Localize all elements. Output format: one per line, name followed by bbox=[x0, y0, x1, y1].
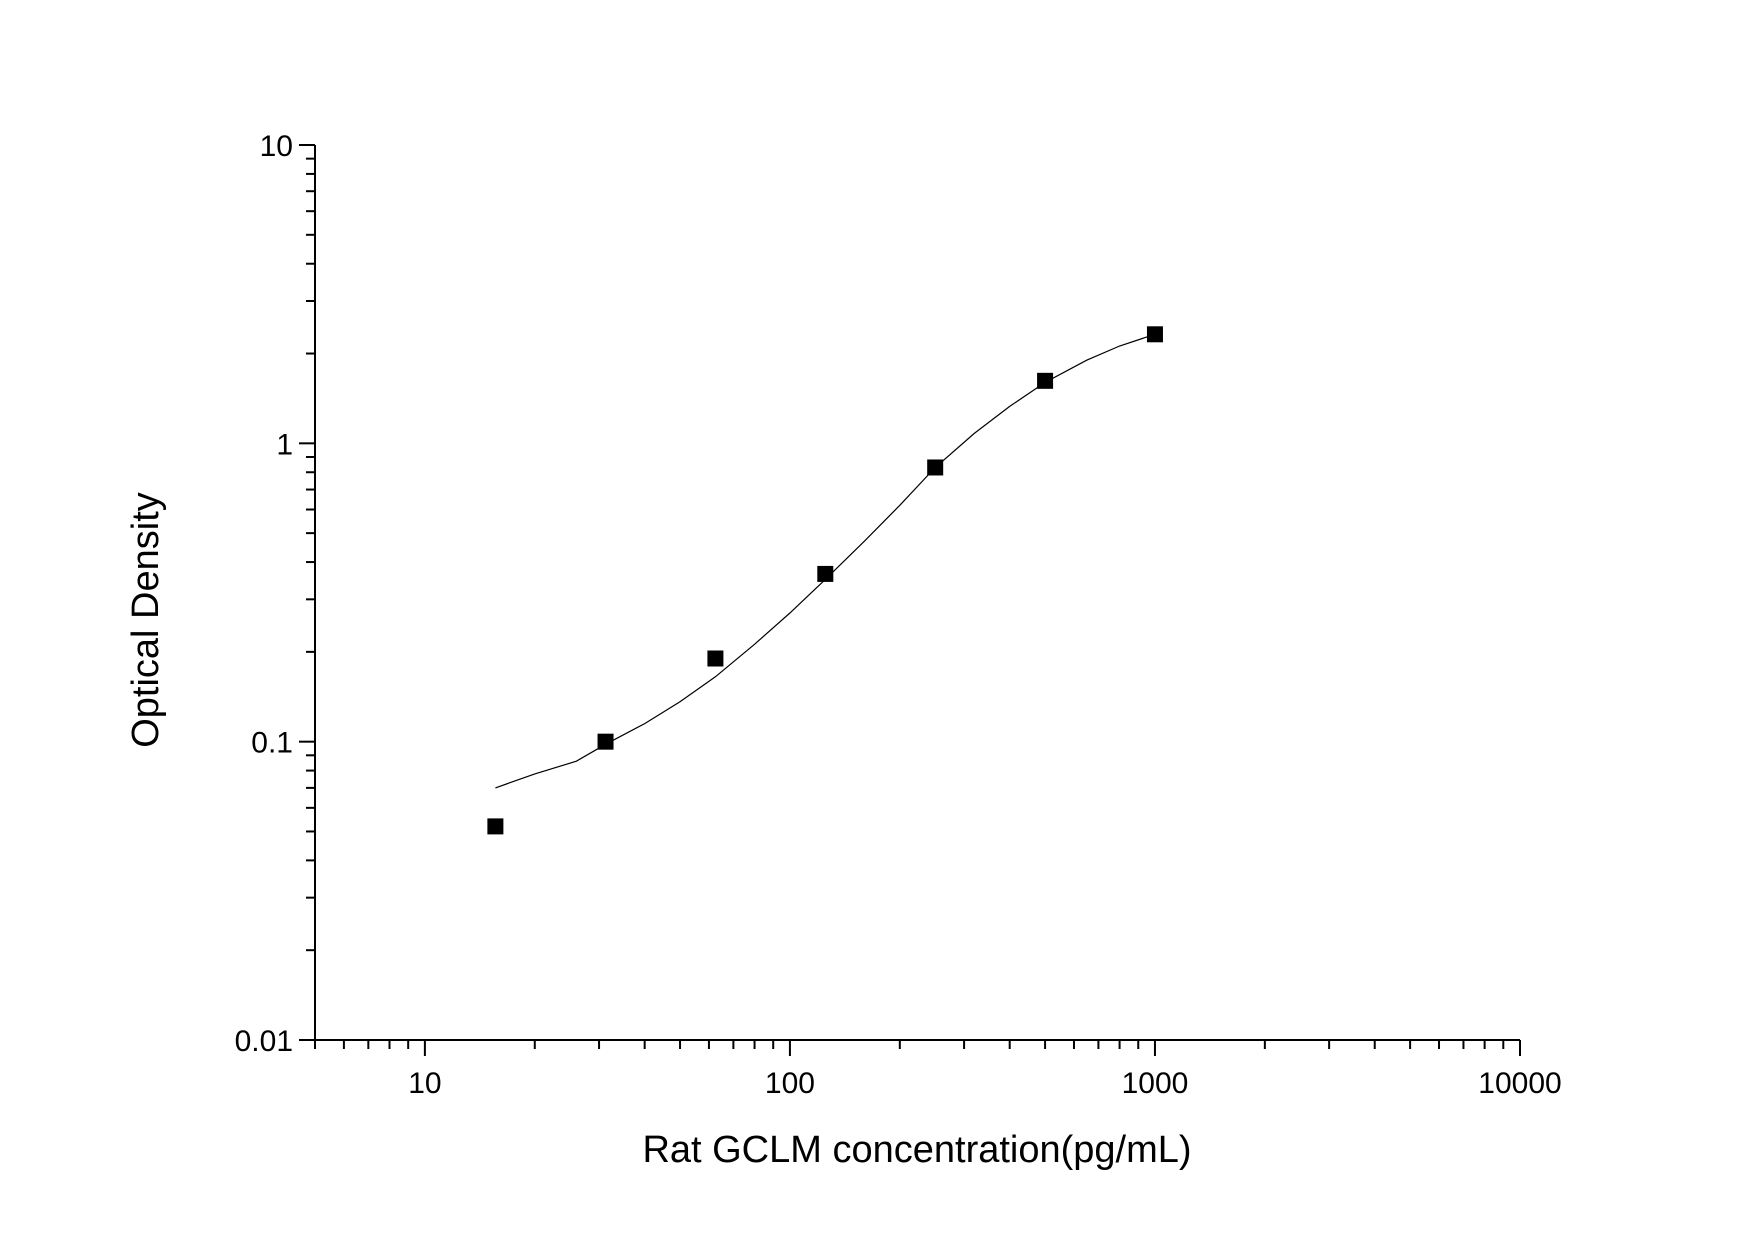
data-point bbox=[707, 650, 724, 667]
data-point bbox=[927, 459, 944, 476]
x-tick-label: 100 bbox=[765, 1067, 815, 1100]
fit-curve bbox=[495, 333, 1156, 789]
data-point bbox=[487, 818, 504, 835]
plot-area bbox=[487, 326, 1163, 835]
y-tick-label: 0.1 bbox=[251, 727, 293, 760]
y-tick-label: 0.01 bbox=[235, 1025, 293, 1058]
x-tick-label: 10000 bbox=[1478, 1067, 1561, 1100]
axes bbox=[314, 145, 1520, 1041]
y-tick-label: 10 bbox=[260, 130, 293, 163]
y-tick-label: 1 bbox=[276, 428, 293, 461]
data-point bbox=[817, 565, 834, 582]
x-axis-title: Rat GCLM concentration(pg/mL) bbox=[642, 1129, 1191, 1171]
tick-labels: 10 100 1000 10000 0.01 0.1 1 10 bbox=[235, 130, 1562, 1100]
x-tick-label: 1000 bbox=[1122, 1067, 1189, 1100]
ticks bbox=[299, 144, 1521, 1056]
data-point bbox=[1037, 372, 1054, 389]
data-point bbox=[1146, 326, 1163, 343]
x-tick-label: 10 bbox=[408, 1067, 441, 1100]
data-point bbox=[597, 733, 614, 750]
y-axis-title: Optical Density bbox=[125, 492, 167, 748]
